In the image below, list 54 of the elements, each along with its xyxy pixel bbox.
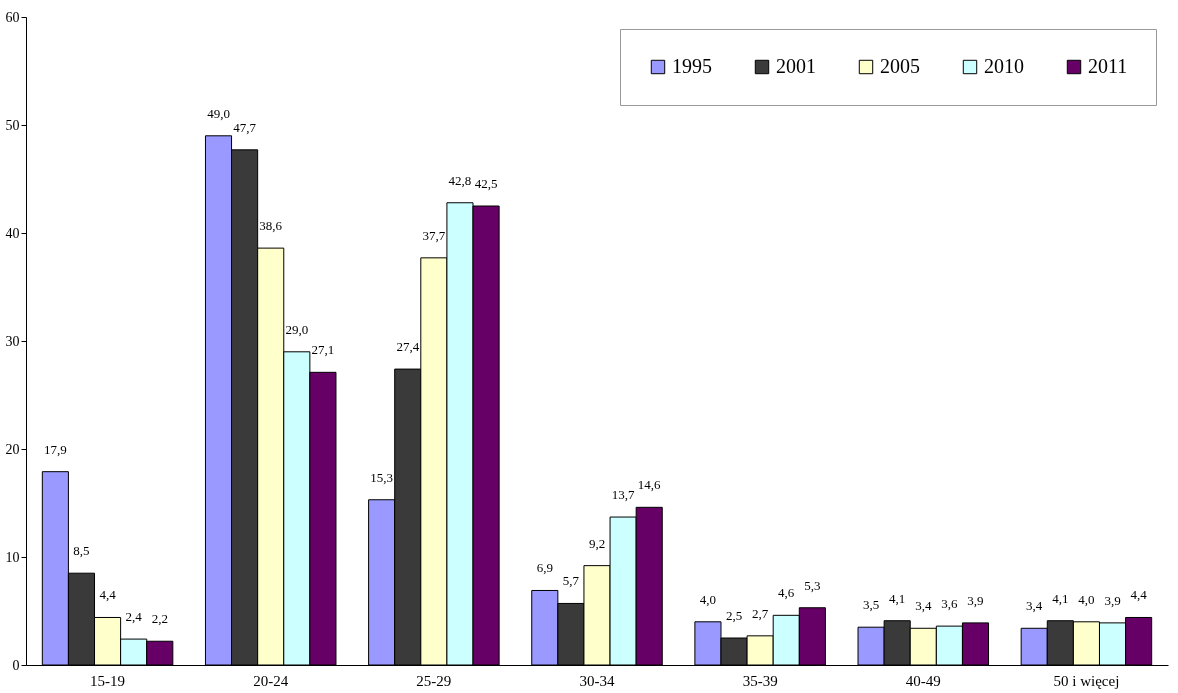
data-label: 4,1 (889, 590, 906, 606)
data-label: 2,4 (125, 609, 143, 625)
data-label: 5,7 (562, 573, 580, 589)
data-label: 17,9 (43, 441, 67, 457)
data-label: 3,6 (941, 596, 959, 612)
x-tick-label: 35-39 (742, 672, 778, 689)
data-label: 6,9 (536, 560, 553, 576)
data-label: 27,4 (396, 339, 420, 355)
x-tick-label: 30-34 (579, 672, 615, 689)
data-label: 49,0 (207, 105, 230, 121)
data-label: 4,6 (778, 585, 795, 601)
x-tick-label: 25-29 (416, 672, 452, 689)
data-label: 3,5 (862, 597, 880, 613)
data-label: 13,7 (611, 487, 635, 503)
y-tick-label: 40 (5, 225, 20, 241)
y-tick-label: 0 (12, 657, 20, 673)
legend-label: 2011 (1088, 55, 1128, 77)
data-label: 3,4 (915, 598, 932, 614)
legend-label: 2001 (776, 55, 816, 77)
x-tick-label: 15-19 (90, 672, 126, 689)
legend-label: 2010 (984, 55, 1024, 77)
x-tick-label: 20-24 (253, 672, 289, 689)
data-label: 8,5 (73, 543, 90, 559)
y-tick-label: 50 (5, 117, 20, 133)
data-label: 2,5 (725, 608, 743, 623)
data-label: 15,3 (370, 469, 394, 485)
x-tick-label: 50 i więcej (1053, 672, 1120, 689)
data-label: 3,9 (967, 592, 984, 608)
data-label: 4,4 (1130, 587, 1148, 603)
y-tick-label: 10 (5, 549, 20, 565)
data-label: 2,2 (151, 611, 168, 627)
data-label: 4,1 (1052, 590, 1069, 606)
data-label: 5,3 (804, 577, 821, 593)
y-tick-label: 60 (5, 9, 20, 25)
data-label: 2,7 (752, 605, 769, 621)
data-label: 9,2 (588, 535, 606, 551)
data-label: 4,4 (99, 587, 117, 603)
data-label: 3,4 (1026, 598, 1043, 614)
data-label: 38,6 (259, 218, 283, 234)
data-label: 37,7 (422, 227, 446, 243)
data-label: 47,7 (233, 119, 257, 135)
data-label: 4,0 (699, 591, 717, 607)
data-label: 27,1 (311, 342, 335, 358)
data-label: 14,6 (637, 477, 662, 493)
data-label: 42,5 (474, 176, 498, 191)
data-label: 3,9 (1104, 592, 1121, 608)
legend-label: 1995 (672, 55, 712, 77)
y-tick-label: 30 (5, 333, 20, 349)
data-label: 42,8 (448, 172, 472, 188)
data-label: 4,0 (1078, 591, 1095, 607)
y-tick-label: 20 (5, 441, 20, 457)
legend-label: 2005 (880, 55, 920, 77)
x-tick-label: 40-49 (905, 672, 941, 689)
data-label: 29,0 (285, 321, 309, 337)
